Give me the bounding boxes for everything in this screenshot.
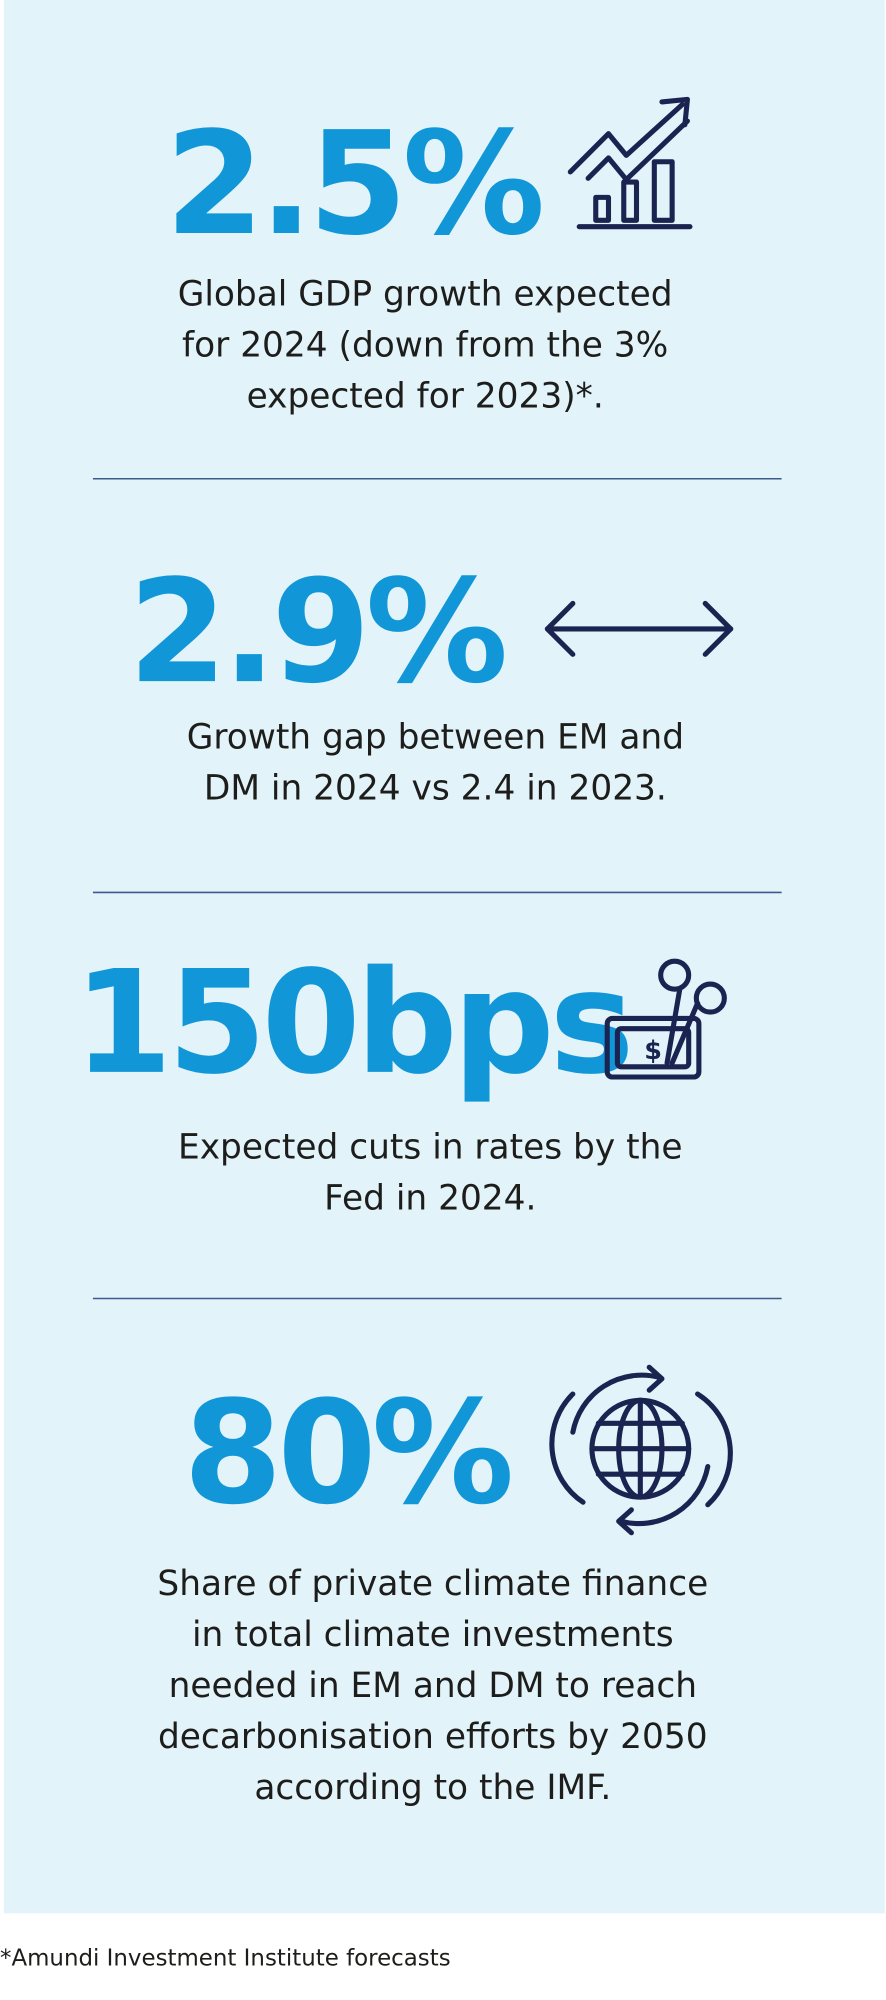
stat-description: DM in 2024 vs 2.4 in 2023. <box>204 769 667 809</box>
stat-description: decarbonisation efforts by 2050 <box>158 1717 708 1757</box>
stat-description: needed in EM and DM to reach <box>169 1666 698 1706</box>
stat-description: Global GDP growth expected <box>178 275 673 315</box>
stat-value: 2.9% <box>128 549 504 715</box>
growth-chart-icon <box>567 96 693 230</box>
stat-description: for 2024 (down from the 3% <box>182 326 668 366</box>
arrow-icon <box>544 600 734 657</box>
stat-description: expected for 2023)*. <box>247 376 604 416</box>
stat-description: Growth gap between EM and <box>187 718 684 758</box>
panel <box>3 0 885 1914</box>
stat-description: according to the IMF. <box>254 1768 611 1808</box>
footnote: *Amundi Investment Institute forecasts <box>0 1946 451 1972</box>
stat-description: Fed in 2024. <box>324 1178 536 1218</box>
stat-value: 80% <box>183 1370 510 1536</box>
scissors-money-icon: $ <box>604 958 727 1080</box>
svg-text:$: $ <box>644 1036 662 1066</box>
stat-description: Expected cuts in rates by the <box>178 1127 683 1167</box>
stat-description: Share of private climate finance <box>157 1564 708 1604</box>
stat-value: 2.5% <box>165 101 541 267</box>
stat-description: in total climate investments <box>192 1615 674 1655</box>
stat-value: 150bps <box>73 940 629 1106</box>
globe-icon <box>549 1364 733 1536</box>
